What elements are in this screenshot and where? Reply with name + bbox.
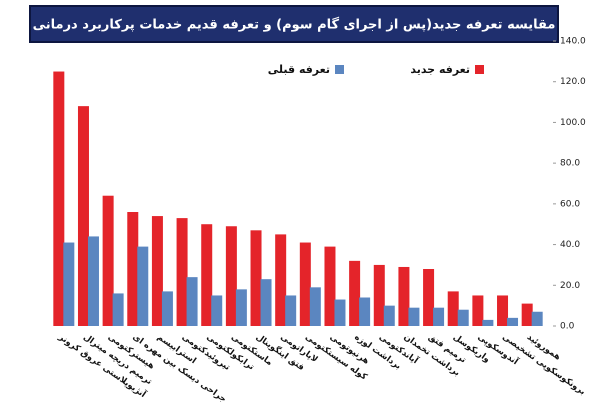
y-tick-label: 60.0 (560, 199, 580, 209)
bar (186, 277, 198, 326)
bar (433, 307, 445, 326)
legend-label: تعرفه جدید (410, 63, 470, 76)
bar (482, 319, 494, 326)
y-tick-label: 0.0 (560, 322, 575, 332)
bar (211, 295, 223, 326)
legend-swatch (335, 65, 344, 74)
bar (408, 307, 420, 326)
legend-label: تعرفه قبلی (268, 63, 330, 76)
plot: 0.0 20.0 40.0 60.0 80.0 100.0 120.0 140.0 تعرفه … (53, 37, 587, 405)
bar (112, 293, 124, 326)
bar (324, 246, 336, 326)
legend-swatch (475, 65, 484, 74)
y-tick-label: 100.0 (560, 118, 586, 128)
bar (275, 234, 287, 326)
title-box (29, 5, 559, 43)
bar (334, 299, 346, 326)
bar (472, 295, 484, 326)
bar (53, 71, 65, 327)
y-tick-label: 80.0 (560, 159, 580, 169)
bar (359, 297, 371, 326)
bar (383, 305, 395, 326)
bar (161, 291, 173, 326)
y-tick-label: 40.0 (560, 240, 580, 250)
y-tick-label: 140.0 (560, 37, 586, 47)
bar (457, 309, 469, 326)
chart-title: مقایسه تعرفه جدید(پس از اجرای گام سوم) و… (33, 17, 556, 33)
bar (260, 279, 272, 326)
bar (225, 226, 237, 326)
bar (309, 287, 321, 326)
bar (423, 269, 435, 326)
bar (497, 295, 509, 326)
bar (201, 224, 213, 326)
bar (531, 311, 543, 326)
bar (447, 291, 459, 326)
bar (77, 106, 89, 327)
bar (87, 236, 99, 326)
bar (137, 246, 149, 326)
bar (373, 264, 385, 326)
y-tick-label: 20.0 (560, 281, 580, 291)
bar (151, 216, 163, 326)
bar (507, 317, 519, 326)
bar (102, 195, 114, 326)
bar (250, 230, 262, 326)
bar (127, 212, 139, 326)
bar (521, 303, 533, 326)
y-tick-label: 120.0 (560, 77, 586, 87)
bar (398, 266, 410, 326)
bar (63, 242, 75, 326)
bar (176, 218, 188, 326)
bar (349, 260, 361, 326)
bar (299, 242, 311, 326)
bar (285, 295, 297, 326)
bar (235, 289, 247, 326)
